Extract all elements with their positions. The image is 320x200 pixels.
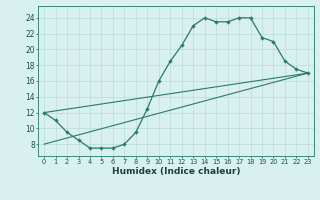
X-axis label: Humidex (Indice chaleur): Humidex (Indice chaleur) <box>112 167 240 176</box>
